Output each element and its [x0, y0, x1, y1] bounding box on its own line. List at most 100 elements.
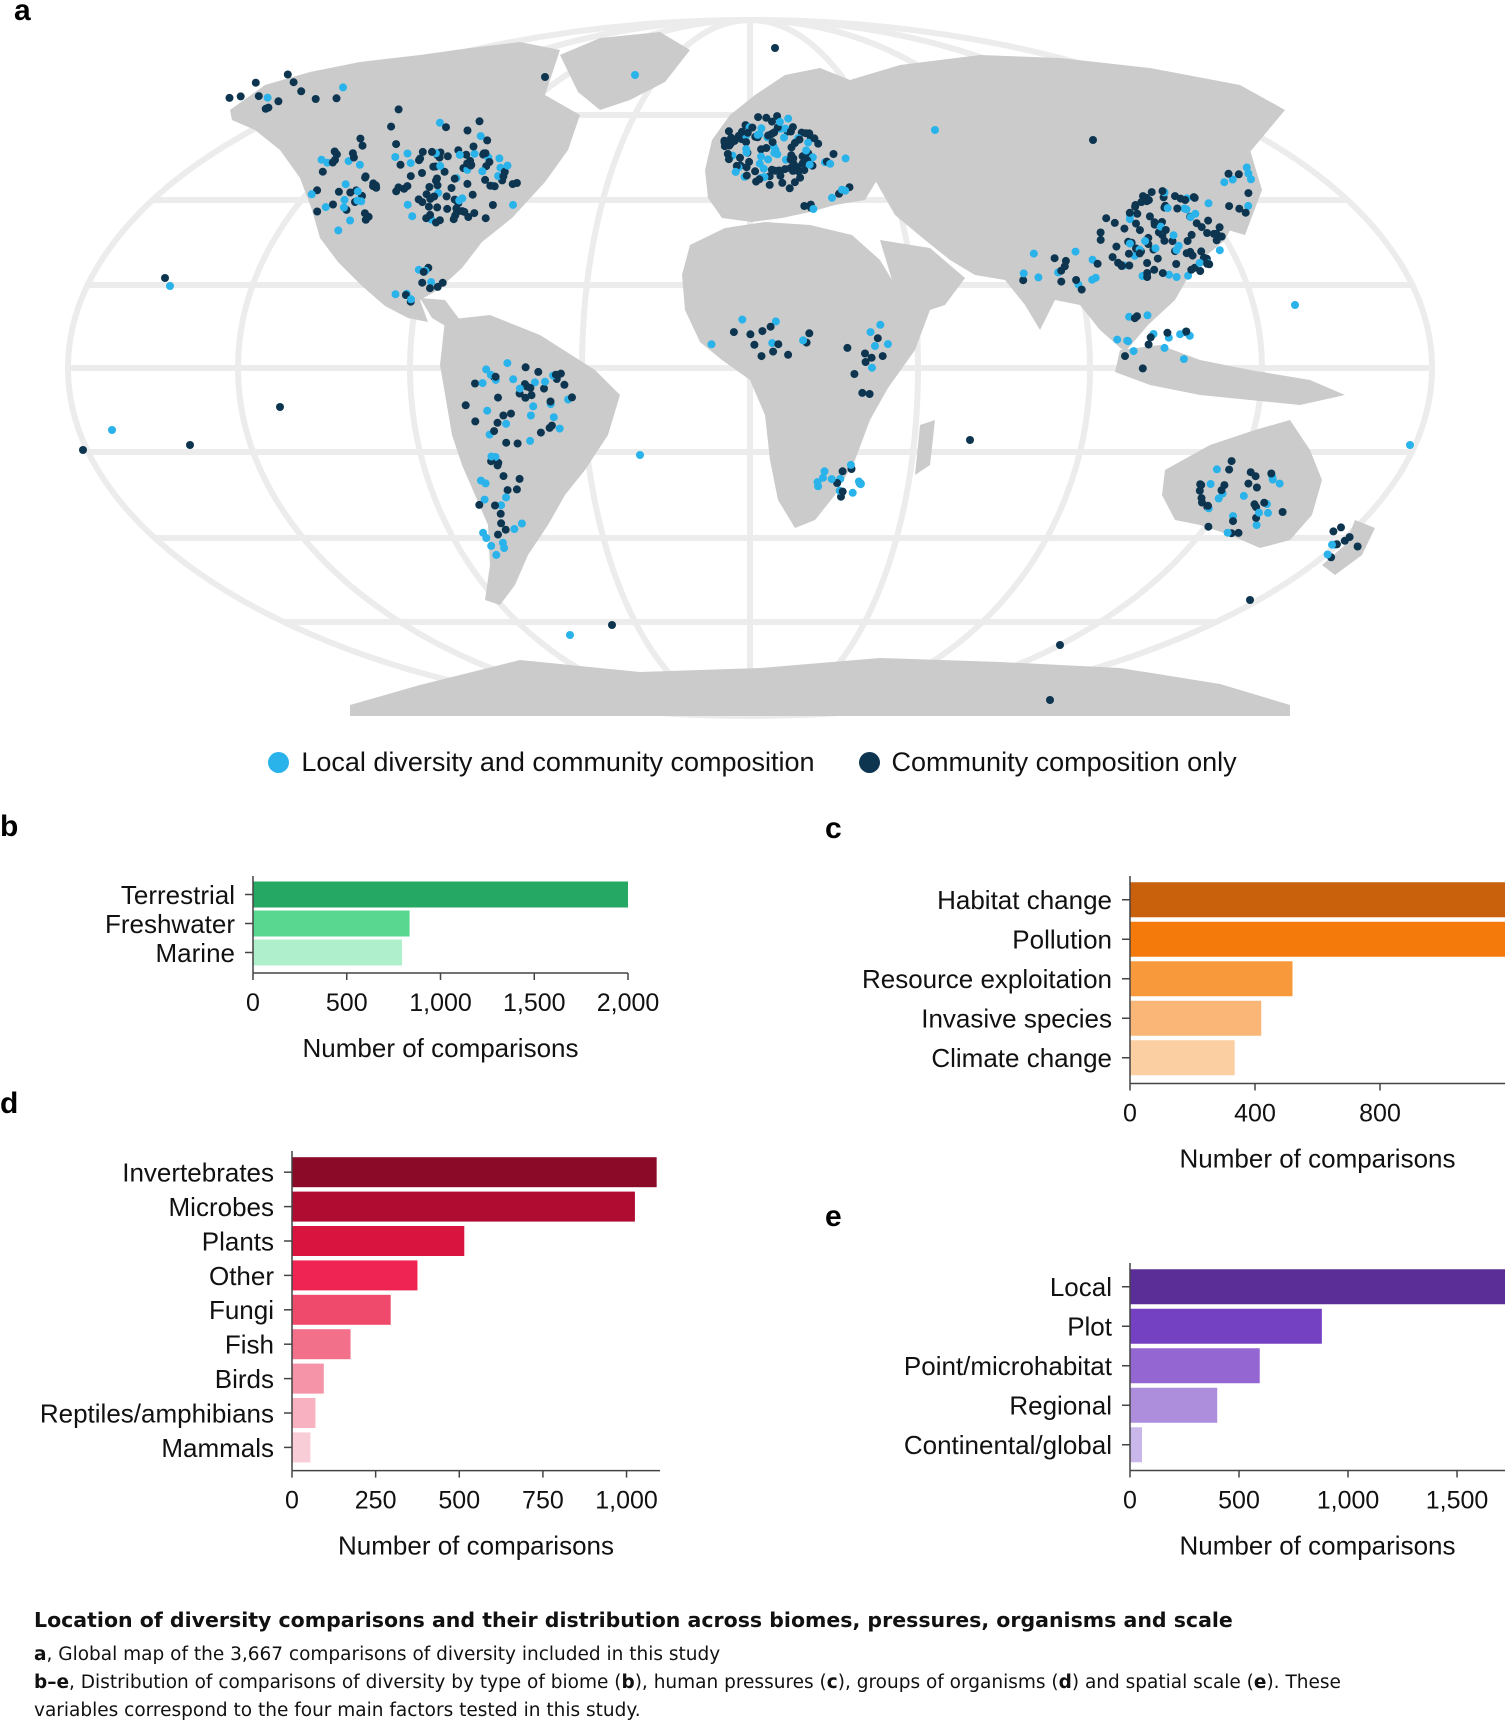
map-point	[631, 71, 639, 79]
map-point	[1131, 201, 1140, 209]
map-point	[966, 436, 974, 444]
map-point	[757, 152, 765, 161]
map-point	[1121, 352, 1129, 361]
map-point	[497, 501, 506, 510]
map-point	[450, 174, 459, 183]
map-point	[730, 136, 739, 145]
map-point	[396, 160, 405, 169]
map-point	[526, 411, 535, 420]
map-point	[512, 485, 521, 494]
x-axis-title: Number of comparisons	[303, 1033, 579, 1063]
map-point	[1160, 343, 1169, 352]
map-point	[858, 388, 867, 397]
map-point	[297, 87, 306, 96]
map-point	[470, 149, 479, 158]
map-point	[1133, 312, 1141, 321]
map-point	[1255, 508, 1263, 517]
map-point	[1150, 218, 1159, 227]
category-label: Plot	[1067, 1312, 1113, 1342]
caption-letter-a: a	[34, 1644, 47, 1665]
map-point	[800, 202, 809, 210]
map-point	[449, 215, 458, 224]
greenland-landmass	[560, 32, 690, 110]
x-axis-title: Number of comparisons	[1180, 1144, 1456, 1174]
map-point	[481, 214, 490, 223]
map-point	[778, 178, 787, 187]
map-point	[496, 509, 505, 518]
map-point	[1143, 273, 1152, 281]
map-point	[764, 155, 773, 164]
map-point	[753, 130, 762, 139]
map-point	[1224, 169, 1233, 178]
map-point	[515, 474, 524, 483]
map-point	[541, 73, 549, 81]
map-point	[720, 138, 729, 147]
caption-text-be-5: ). These	[1266, 1672, 1341, 1693]
map-point	[435, 118, 444, 127]
chart-organisms: Invertebrates Microbes Plants Other Fungi Fis…	[40, 1151, 660, 1561]
map-point	[353, 196, 362, 205]
map-point	[742, 171, 751, 180]
map-point	[478, 167, 487, 176]
map-point	[762, 144, 771, 152]
category-label: Mammals	[161, 1433, 274, 1463]
map-point	[1169, 231, 1178, 240]
map-point	[494, 393, 502, 402]
map-point	[526, 384, 535, 392]
map-point	[1252, 521, 1261, 530]
map-point	[493, 461, 502, 470]
map-point	[796, 173, 805, 182]
map-point	[742, 163, 751, 172]
map-point	[186, 441, 194, 449]
x-tick-label: 500	[438, 1487, 480, 1515]
x-tick-label: 2,000	[597, 989, 660, 1017]
map-point	[1089, 136, 1097, 144]
category-label: Reptiles/amphibians	[40, 1398, 274, 1428]
world-map	[65, 17, 1435, 719]
map-point	[883, 340, 892, 349]
map-point	[283, 70, 292, 79]
map-point	[1135, 249, 1144, 258]
map-point	[452, 204, 461, 213]
map-point	[742, 138, 751, 147]
map-point	[346, 188, 355, 197]
bar-fungi	[292, 1294, 391, 1325]
map-point	[358, 141, 367, 150]
map-point	[436, 161, 445, 170]
map-point	[530, 378, 539, 387]
map-point	[476, 132, 485, 141]
category-label: Invertebrates	[122, 1158, 274, 1188]
map-point	[1034, 273, 1043, 282]
map-point	[416, 154, 425, 163]
map-point	[341, 180, 350, 189]
map-point	[307, 190, 316, 199]
map-point	[494, 530, 502, 539]
map-point	[790, 139, 799, 147]
map-point	[491, 372, 500, 381]
map-point	[492, 550, 501, 559]
map-point	[1260, 498, 1269, 507]
map-point	[346, 216, 355, 225]
map-point	[742, 148, 751, 157]
panel-letter-c: c	[825, 812, 842, 845]
map-point	[512, 179, 521, 187]
map-point	[1147, 188, 1156, 197]
map-point	[391, 153, 400, 161]
map-point	[166, 282, 174, 290]
map-point	[471, 417, 480, 426]
map-point	[1203, 259, 1212, 268]
map-point	[289, 78, 298, 87]
category-label: Microbes	[169, 1192, 274, 1222]
map-point	[848, 488, 857, 497]
map-point	[526, 436, 535, 445]
map-point	[360, 209, 369, 218]
map-point	[406, 172, 415, 181]
map-point	[813, 478, 822, 487]
x-tick-label: 400	[1234, 1100, 1276, 1128]
map-point	[1124, 249, 1133, 258]
map-point	[829, 150, 838, 158]
map-point	[780, 133, 788, 142]
category-label: Plants	[202, 1226, 274, 1256]
map-point	[1252, 483, 1261, 492]
map-point	[1113, 335, 1122, 344]
